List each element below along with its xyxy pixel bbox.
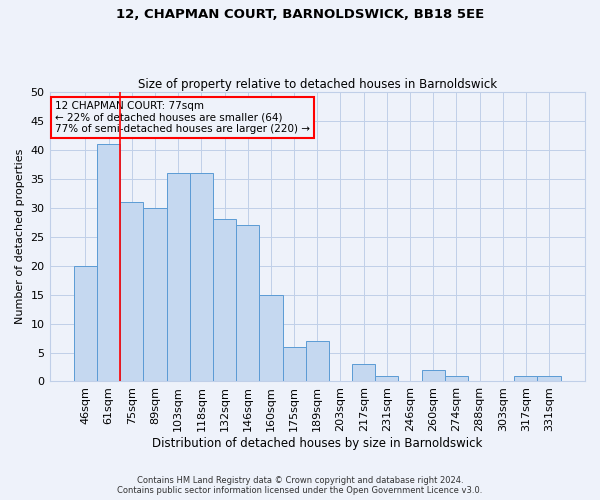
Bar [74, 266, 97, 382]
Bar [352, 364, 375, 382]
Bar [97, 144, 120, 382]
Bar [514, 376, 538, 382]
Bar [305, 341, 329, 382]
Text: 12 CHAPMAN COURT: 77sqm
← 22% of detached houses are smaller (64)
77% of semi-de: 12 CHAPMAN COURT: 77sqm ← 22% of detache… [55, 101, 310, 134]
Bar [259, 294, 283, 382]
Bar [445, 376, 468, 382]
Bar [213, 220, 236, 382]
Bar [236, 225, 259, 382]
X-axis label: Distribution of detached houses by size in Barnoldswick: Distribution of detached houses by size … [152, 437, 482, 450]
Bar [375, 376, 398, 382]
Bar [538, 376, 560, 382]
Bar [283, 346, 305, 382]
Bar [190, 173, 213, 382]
Bar [167, 173, 190, 382]
Bar [422, 370, 445, 382]
Y-axis label: Number of detached properties: Number of detached properties [15, 149, 25, 324]
Text: 12, CHAPMAN COURT, BARNOLDSWICK, BB18 5EE: 12, CHAPMAN COURT, BARNOLDSWICK, BB18 5E… [116, 8, 484, 20]
Bar [143, 208, 167, 382]
Title: Size of property relative to detached houses in Barnoldswick: Size of property relative to detached ho… [138, 78, 497, 91]
Bar [120, 202, 143, 382]
Text: Contains HM Land Registry data © Crown copyright and database right 2024.
Contai: Contains HM Land Registry data © Crown c… [118, 476, 482, 495]
